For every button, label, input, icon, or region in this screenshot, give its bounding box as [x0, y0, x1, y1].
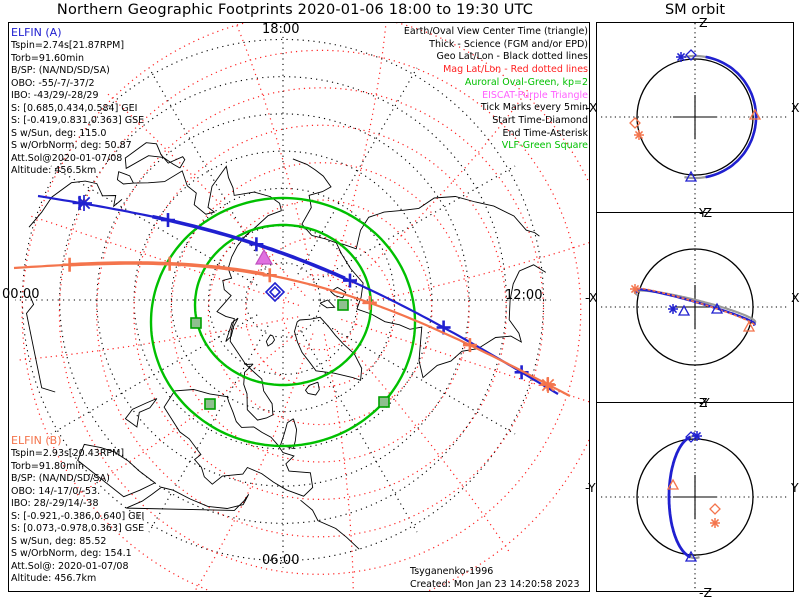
sm-panel-divider-2: [596, 402, 794, 403]
sm-panel-yz: [601, 403, 789, 591]
map-frame: [8, 22, 590, 592]
sm-orbit-frame: [596, 22, 794, 592]
sm-panel-xy: [601, 213, 789, 401]
sm-panel-xz: [601, 23, 789, 211]
ground-stations: [190, 248, 390, 410]
sm-panel-divider-1: [596, 212, 794, 213]
page-title: Northern Geographic Footprints 2020-01-0…: [56, 2, 534, 18]
sm-orbit-title: SM orbit: [664, 2, 726, 18]
satellite-tracks: [13, 194, 571, 397]
geographic-grid: [15, 32, 551, 568]
